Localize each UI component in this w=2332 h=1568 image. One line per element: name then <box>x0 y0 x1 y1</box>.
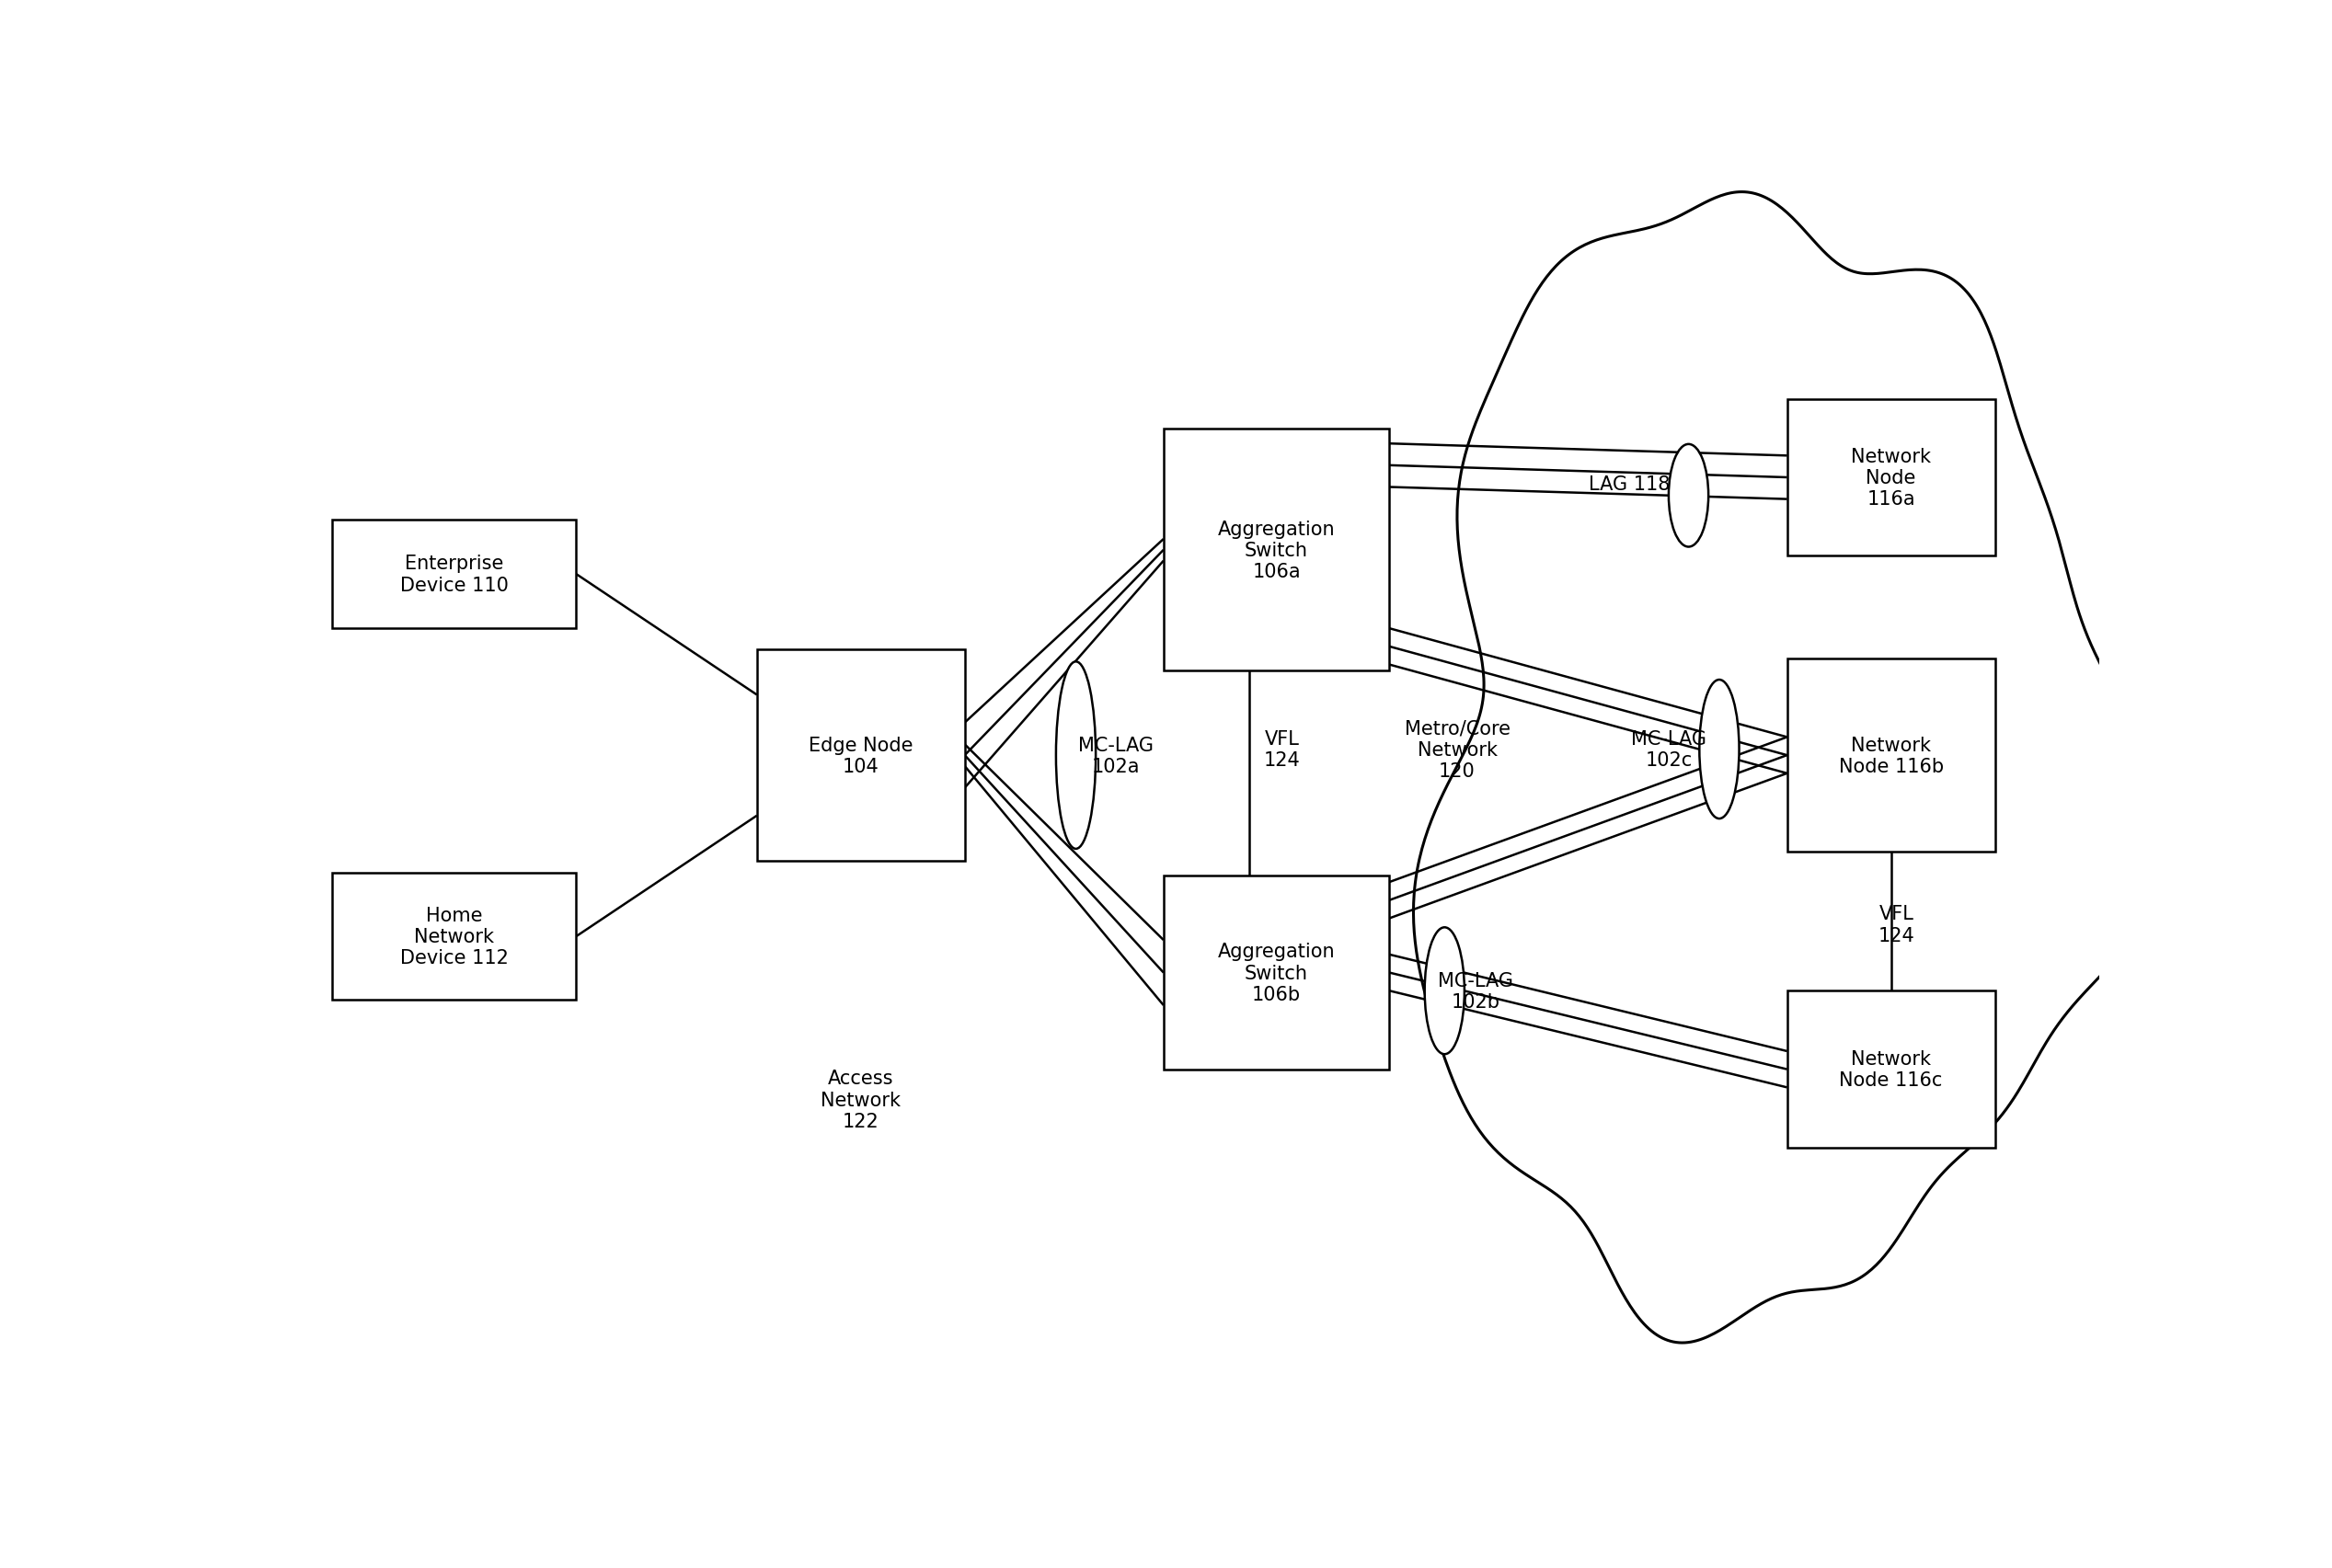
Bar <box>1164 877 1390 1069</box>
Text: MC-LAG
102c: MC-LAG 102c <box>1630 729 1707 770</box>
Text: Access
Network
122: Access Network 122 <box>821 1069 900 1131</box>
Text: Metro/Core
Network
120: Metro/Core Network 120 <box>1404 720 1511 781</box>
Text: VFL
124: VFL 124 <box>1264 729 1301 770</box>
Text: Network
Node
116a: Network Node 116a <box>1852 447 1931 508</box>
Ellipse shape <box>1056 662 1096 850</box>
Text: MC-LAG
102b: MC-LAG 102b <box>1437 971 1513 1011</box>
Text: Aggregation
Switch
106b: Aggregation Switch 106b <box>1217 942 1336 1004</box>
Bar <box>758 651 965 861</box>
Ellipse shape <box>1670 445 1709 547</box>
Text: Home
Network
Device 112: Home Network Device 112 <box>401 906 508 967</box>
Bar <box>331 873 576 1000</box>
Bar <box>1786 991 1994 1148</box>
Ellipse shape <box>1425 928 1464 1054</box>
Text: MC-LAG
102a: MC-LAG 102a <box>1077 735 1154 776</box>
Text: Enterprise
Device 110: Enterprise Device 110 <box>401 555 508 594</box>
Bar <box>331 521 576 629</box>
Bar <box>1164 430 1390 671</box>
Text: Network
Node 116c: Network Node 116c <box>1840 1049 1943 1090</box>
Ellipse shape <box>1700 681 1740 818</box>
Text: LAG 118: LAG 118 <box>1588 475 1670 494</box>
Text: Network
Node 116b: Network Node 116b <box>1838 735 1943 776</box>
Bar <box>1786 400 1994 557</box>
Bar <box>1786 659 1994 851</box>
Text: Edge Node
104: Edge Node 104 <box>809 735 914 776</box>
Text: VFL
124: VFL 124 <box>1877 905 1915 944</box>
Text: Aggregation
Switch
106a: Aggregation Switch 106a <box>1217 521 1336 580</box>
Polygon shape <box>1413 193 2166 1342</box>
